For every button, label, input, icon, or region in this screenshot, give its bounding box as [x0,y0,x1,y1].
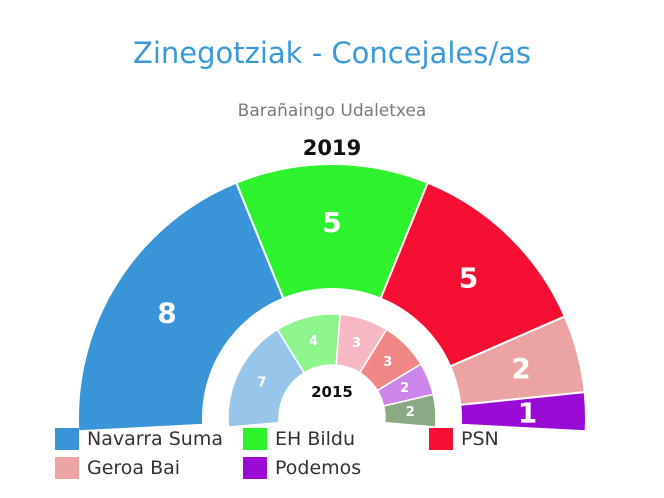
slice-value-label-2019-psn: 5 [459,262,478,295]
inner-ring-year-label: 2015 [311,383,353,401]
slice-value-label-2015-slice-1: 7 [257,375,266,390]
legend-item-psn[interactable]: PSN [429,426,499,452]
slice-2015-slice-6[interactable] [382,393,437,428]
legend-item-geroa-bai[interactable]: Geroa Bai [55,455,180,481]
legend-swatch-eh-bildu [243,428,267,450]
slice-value-label-2019-geroa-bai: 2 [511,352,530,385]
legend: Navarra Suma EH Bildu PSN Geroa Bai Pode… [55,426,655,486]
outer-ring-year-label: 2019 [302,136,362,160]
legend-label-geroa-bai: Geroa Bai [87,457,181,479]
legend-swatch-psn [429,428,453,450]
slice-value-label-2015-slice-3: 3 [352,336,361,351]
slice-value-label-2015-slice-2: 4 [309,334,318,349]
legend-item-podemos[interactable]: Podemos [243,455,361,481]
legend-label-psn: PSN [461,428,499,450]
legend-swatch-geroa-bai [55,457,79,479]
slice-2019-podemos[interactable] [459,390,587,433]
slice-value-label-2019-navarra-suma: 8 [157,297,176,330]
legend-item-navarra-suma[interactable]: Navarra Suma [55,426,223,452]
legend-label-eh-bildu: EH Bildu [275,428,356,450]
legend-swatch-podemos [243,457,267,479]
legend-item-eh-bildu[interactable]: EH Bildu [243,426,355,452]
legend-label-navarra-suma: Navarra Suma [87,428,223,450]
chart-title: Zinegotziak - Concejales/as [132,36,532,70]
slice-value-label-2019-podemos: 1 [518,397,537,430]
legend-swatch-navarra-suma [55,428,79,450]
legend-label-podemos: Podemos [275,457,362,479]
slice-value-label-2015-slice-5: 2 [400,381,409,396]
slice-value-label-2019-eh-bildu: 5 [322,206,341,239]
slice-value-label-2015-slice-6: 2 [406,405,415,420]
chart-subtitle: Barañaingo Udaletxea [237,101,427,121]
slice-value-label-2015-slice-4: 3 [383,355,392,370]
slice-2019-navarra-suma[interactable] [77,181,285,433]
